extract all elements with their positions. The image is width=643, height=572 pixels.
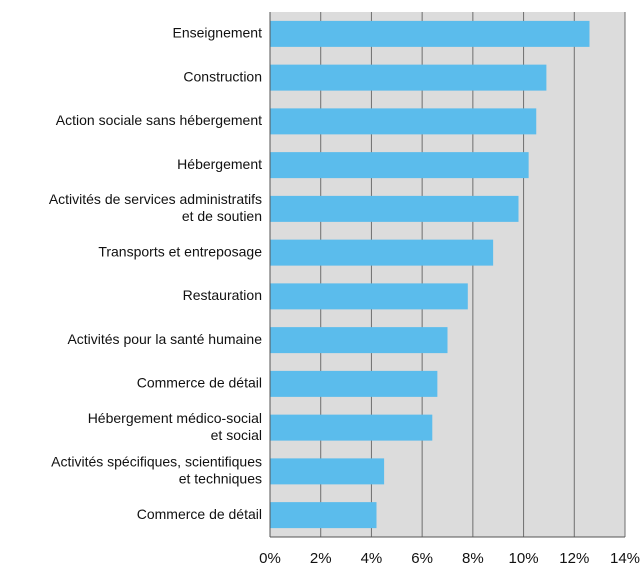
x-tick-label: 8%: [462, 550, 484, 567]
bar: [270, 20, 590, 47]
category-label: Activités pour la santé humaine: [67, 331, 262, 347]
x-tick-label: 2%: [310, 550, 332, 567]
x-tick-label: 6%: [411, 550, 433, 567]
x-tick-label: 12%: [559, 550, 589, 567]
bar: [270, 283, 468, 310]
bar: [270, 414, 433, 441]
category-label: et de soutien: [182, 208, 262, 224]
bar: [270, 458, 385, 485]
x-axis-ticks: 0% 2% 4% 6% 8% 10% 12% 14%: [259, 550, 640, 567]
category-label: Action sociale sans hébergement: [56, 112, 262, 128]
plot-background: [270, 12, 625, 537]
grid-lines: [320, 12, 626, 537]
category-label: et techniques: [179, 471, 262, 487]
category-label: et social: [211, 427, 262, 443]
category-labels: Enseignement Construction Action sociale s…: [49, 25, 262, 522]
bar: [270, 502, 377, 529]
category-label: Transports et entreposage: [98, 243, 262, 259]
x-tick-label: 10%: [509, 550, 539, 567]
bar: [270, 108, 537, 135]
category-label: Hébergement: [177, 156, 262, 172]
category-label: Construction: [183, 68, 262, 84]
x-tick-label: 0%: [259, 550, 281, 567]
bar: [270, 239, 494, 266]
bar: [270, 327, 448, 354]
category-label: Commerce de détail: [137, 506, 262, 522]
bar: [270, 195, 519, 222]
category-label: Hébergement médico-social: [88, 410, 262, 426]
bar: [270, 152, 529, 179]
category-label: Enseignement: [172, 25, 262, 41]
bar: [270, 370, 438, 397]
bar: [270, 64, 547, 91]
category-label: Commerce de détail: [137, 375, 262, 391]
bars: [270, 20, 590, 529]
category-label: Restauration: [183, 287, 262, 303]
category-label: Activités spécifiques, scientifiques: [51, 454, 262, 470]
x-tick-label: 4%: [361, 550, 383, 567]
x-tick-label: 14%: [610, 550, 640, 567]
category-label: Activités de services administratifs: [49, 191, 262, 207]
